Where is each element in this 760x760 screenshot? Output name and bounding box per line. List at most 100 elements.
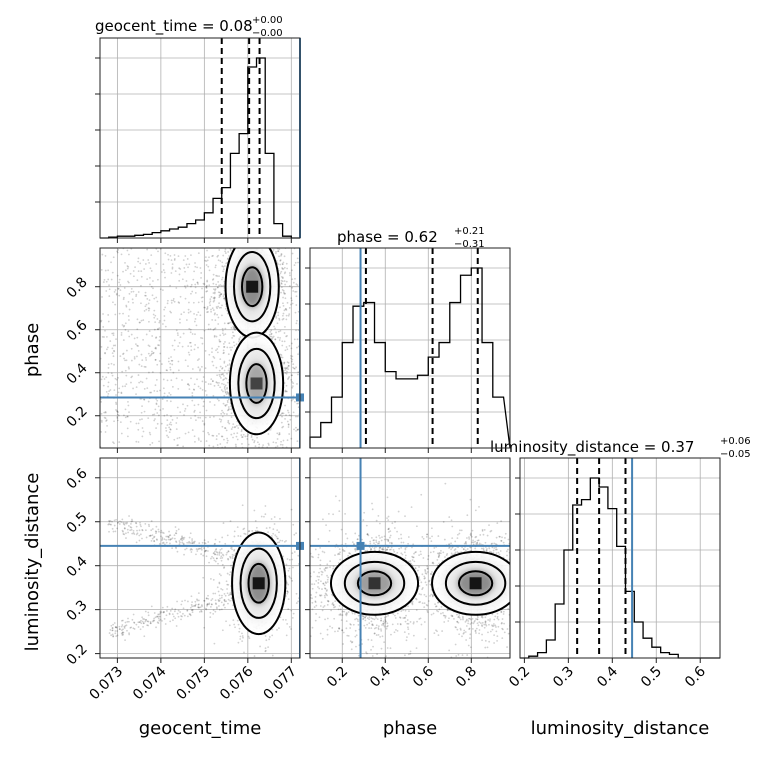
scatter-point (220, 547, 223, 550)
scatter-point (197, 606, 200, 608)
x-axis-label-geocent-time: geocent_time (139, 718, 262, 739)
scatter-point (271, 654, 274, 657)
scatter-point (291, 558, 294, 561)
scatter-point (153, 389, 156, 392)
scatter-point (280, 270, 283, 273)
scatter-point (138, 534, 141, 537)
scatter-point (177, 334, 179, 337)
scatter-point (226, 583, 229, 586)
scatter-point (206, 308, 208, 311)
scatter-point (159, 618, 162, 621)
scatter-point (170, 359, 173, 362)
scatter-point (295, 429, 297, 432)
scatter-point (212, 592, 215, 595)
scatter-point (169, 542, 171, 545)
scatter-point (173, 348, 176, 351)
scatter-point (226, 387, 228, 390)
scatter-point (155, 525, 158, 528)
scatter-point (122, 521, 125, 524)
scatter-point (104, 269, 107, 272)
scatter-point (287, 364, 290, 367)
scatter-point (222, 383, 225, 386)
scatter-point (373, 539, 375, 542)
scatter-point (184, 432, 187, 435)
scatter-point (285, 372, 288, 375)
scatter-point (100, 430, 103, 433)
scatter-point (301, 376, 303, 378)
scatter-point (275, 316, 278, 319)
scatter-point (188, 613, 191, 615)
scatter-point (169, 368, 172, 371)
scatter-point (280, 421, 283, 424)
scatter-point (199, 267, 202, 269)
scatter-point (226, 364, 229, 367)
scatter-point (177, 301, 180, 304)
scatter-point (143, 635, 146, 638)
scatter-point (292, 366, 294, 369)
scatter-point (275, 535, 278, 538)
scatter-point (226, 437, 229, 440)
scatter-point (223, 297, 226, 300)
scatter-point (154, 408, 157, 411)
scatter-point (192, 605, 195, 607)
scatter-point (226, 572, 229, 575)
scatter-point (123, 533, 126, 536)
scatter-point (156, 399, 159, 402)
scatter-point (141, 405, 143, 408)
scatter-point (275, 331, 277, 334)
scatter-point (284, 618, 287, 621)
scatter-point (191, 368, 194, 370)
scatter-point (191, 608, 194, 611)
scatter-point (290, 347, 293, 350)
scatter-point (366, 623, 369, 626)
scatter-point (222, 334, 225, 336)
scatter-point (154, 616, 157, 619)
scatter-point (121, 619, 124, 622)
scatter-point (263, 245, 265, 247)
scatter-point (210, 578, 212, 580)
scatter-point (145, 303, 148, 306)
scatter-point (279, 451, 281, 453)
scatter-point (157, 622, 160, 625)
scatter-point (104, 431, 107, 433)
scatter-point (226, 588, 228, 590)
scatter-point (126, 265, 129, 267)
scatter-point (269, 335, 272, 338)
scatter-point (196, 598, 198, 601)
scatter-point (241, 635, 244, 637)
title-phase: phase = 0.62 +0.21 −0.31 (337, 226, 485, 250)
scatter-point (284, 390, 287, 393)
scatter-point (150, 254, 153, 257)
scatter-point (253, 244, 255, 246)
scatter-point (177, 444, 179, 446)
scatter-point (171, 344, 174, 347)
scatter-point (218, 373, 221, 376)
scatter-point (216, 351, 219, 354)
scatter-point (103, 416, 106, 419)
scatter-point (102, 384, 105, 387)
scatter-point (214, 288, 217, 290)
scatter-point (113, 622, 116, 624)
scatter-point (198, 606, 201, 609)
scatter-point (276, 445, 279, 448)
scatter-point (294, 290, 297, 293)
scatter-point (107, 385, 110, 388)
scatter-point (283, 361, 286, 364)
scatter-point (306, 367, 308, 369)
scatter-point (355, 617, 358, 620)
scatter-point (201, 337, 204, 340)
scatter-point (120, 334, 123, 336)
scatter-point (114, 626, 117, 628)
scatter-point (170, 311, 172, 314)
scatter-point (205, 260, 208, 263)
scatter-point (168, 530, 170, 533)
scatter-point (368, 627, 370, 629)
scatter-point (295, 592, 298, 595)
scatter-point (108, 632, 111, 634)
scatter-point (154, 321, 157, 324)
scatter-point (288, 285, 291, 287)
scatter-point (126, 415, 129, 418)
scatter-point (203, 599, 205, 602)
scatter-point (164, 623, 167, 625)
scatter-point (155, 626, 157, 629)
